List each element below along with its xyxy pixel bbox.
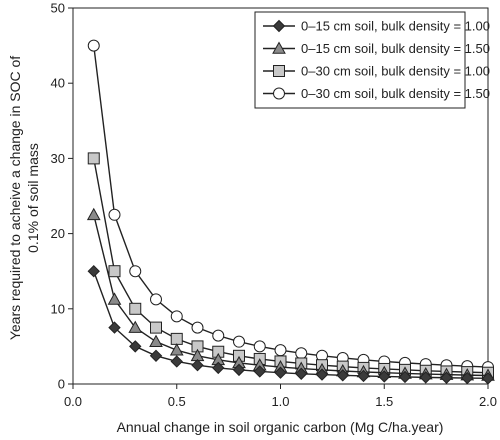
x-tick-label: 1.5 bbox=[375, 394, 393, 409]
data-point-triangle bbox=[169, 343, 184, 356]
y-tick-label: 30 bbox=[51, 151, 65, 166]
legend-box bbox=[254, 11, 466, 109]
data-point-circle bbox=[191, 321, 204, 334]
series-square bbox=[87, 152, 494, 379]
data-point-diamond bbox=[419, 371, 432, 384]
data-point-diamond bbox=[295, 367, 308, 380]
data-point-circle bbox=[87, 39, 100, 52]
y-tick-label: 50 bbox=[51, 1, 65, 16]
data-point-triangle bbox=[128, 320, 143, 333]
x-tick-label: 0.5 bbox=[168, 394, 186, 409]
data-point-square bbox=[87, 152, 100, 165]
data-point-circle bbox=[150, 293, 162, 306]
y-tick-label: 10 bbox=[51, 301, 65, 316]
legend-marker-diamond bbox=[272, 19, 286, 33]
y-axis-title-line1: Years required to acheive a change in SO… bbox=[7, 56, 23, 340]
data-point-square bbox=[108, 265, 121, 278]
data-point-square bbox=[150, 321, 162, 334]
data-point-triangle bbox=[86, 207, 101, 221]
y-tick-label: 20 bbox=[51, 226, 65, 241]
legend-entry: 0–15 cm soil, bulk density = 1.00 bbox=[263, 19, 490, 34]
data-point-diamond bbox=[149, 349, 163, 363]
data-point-diamond bbox=[481, 372, 495, 385]
data-point-circle bbox=[212, 329, 225, 342]
x-tick-label: 2.0 bbox=[479, 394, 497, 409]
data-point-diamond bbox=[170, 355, 183, 368]
data-point-circle bbox=[129, 265, 142, 278]
data-point-diamond bbox=[87, 264, 100, 278]
legend-marker-circle bbox=[273, 87, 285, 100]
data-point-circle bbox=[108, 208, 121, 221]
legend-marker-square bbox=[273, 65, 285, 77]
data-point-diamond bbox=[212, 361, 225, 375]
x-tick-label: 0.0 bbox=[64, 394, 82, 409]
legend-entry: 0–15 cm soil, bulk density = 1.50 bbox=[263, 41, 490, 56]
data-point-triangle bbox=[149, 334, 163, 347]
x-axis-title: Annual change in soil organic carbon (Mg… bbox=[117, 419, 444, 435]
data-point-square bbox=[170, 332, 183, 345]
data-point-diamond bbox=[191, 358, 204, 372]
x-tick-label: 1.0 bbox=[271, 394, 289, 409]
legend-entry: 0–30 cm soil, bulk density = 1.50 bbox=[263, 86, 490, 101]
axes: 0 10 20 30 40 50 0.0 0.5 1.0 1.5 2.0 bbox=[51, 1, 498, 410]
data-point-circle bbox=[274, 344, 287, 357]
data-point-circle bbox=[233, 335, 245, 348]
data-point-diamond bbox=[378, 370, 391, 383]
data-point-diamond bbox=[129, 340, 142, 353]
data-point-diamond bbox=[232, 363, 246, 377]
data-point-diamond bbox=[461, 371, 474, 385]
data-point-diamond bbox=[398, 370, 412, 384]
series-triangle bbox=[86, 207, 495, 381]
legend-label: 0–30 cm soil, bulk density = 1.00 bbox=[301, 64, 490, 79]
series-diamond bbox=[87, 264, 495, 385]
data-point-triangle bbox=[107, 292, 122, 305]
data-point-diamond bbox=[315, 368, 329, 381]
legend-marker-triangle bbox=[272, 41, 286, 54]
legend-label: 0–15 cm soil, bulk density = 1.00 bbox=[301, 19, 490, 34]
legend-label: 0–15 cm soil, bulk density = 1.50 bbox=[301, 41, 490, 56]
data-point-diamond bbox=[336, 369, 349, 382]
legend-entry: 0–30 cm soil, bulk density = 1.00 bbox=[263, 64, 490, 79]
data-point-diamond bbox=[440, 371, 453, 384]
data-point-diamond bbox=[274, 366, 287, 379]
legend: 0–15 cm soil, bulk density = 1.00 0–15 cm… bbox=[254, 11, 490, 109]
y-tick-label: 0 bbox=[58, 377, 65, 392]
data-point-circle bbox=[295, 347, 308, 360]
y-axis-title-line2: 0.1% of soil mass bbox=[25, 143, 41, 253]
data-point-diamond bbox=[108, 321, 121, 334]
data-point-diamond bbox=[253, 365, 266, 378]
y-tick-label: 40 bbox=[51, 76, 65, 91]
data-point-circle bbox=[170, 310, 183, 323]
data-point-diamond bbox=[357, 369, 370, 383]
series-layer bbox=[86, 39, 495, 385]
data-point-circle bbox=[253, 340, 266, 353]
data-point-square bbox=[129, 302, 142, 315]
legend-label: 0–30 cm soil, bulk density = 1.50 bbox=[301, 86, 490, 101]
